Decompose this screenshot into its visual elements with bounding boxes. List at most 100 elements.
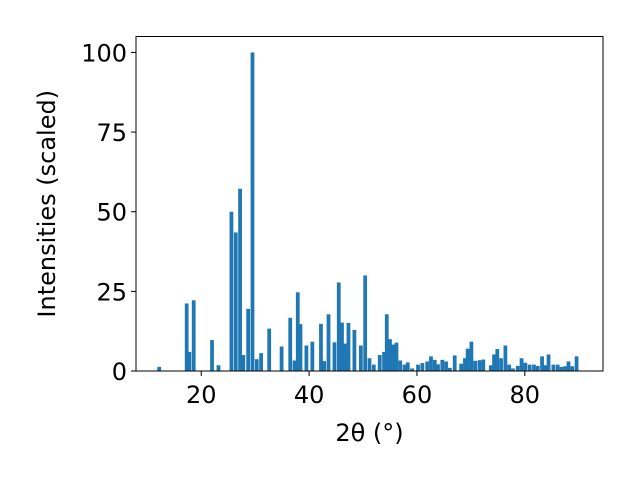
bar [319,323,323,371]
bar [358,345,363,371]
bar [570,366,575,371]
bar [388,339,392,371]
bar [440,359,445,371]
bar [332,342,337,371]
bar [322,361,327,371]
bar [410,368,414,371]
bar [416,364,420,371]
y-tick-label: 25 [96,278,127,306]
bar [503,345,508,371]
bar [352,329,357,371]
bar [559,366,564,371]
bar [515,365,520,371]
bar [184,303,189,371]
bar [543,365,548,371]
bar [563,366,568,371]
bar [463,358,467,371]
bar [398,360,403,371]
bar [432,359,437,371]
bar [267,328,272,371]
bar [259,353,263,371]
bar [436,364,440,371]
bar [298,324,303,371]
bar [555,364,560,371]
bar [304,345,309,371]
bar [420,363,425,371]
bar [288,317,293,371]
bar [382,351,386,371]
bar [481,359,486,371]
bar [279,346,284,371]
bar [391,344,396,371]
bar [519,358,524,371]
y-tick-label: 0 [112,358,127,386]
bar [216,365,221,371]
bar [540,356,544,371]
bar [492,354,496,371]
bar [340,322,344,371]
bar [488,365,493,371]
bar [394,342,399,371]
bar [229,211,234,371]
bar [551,364,556,371]
bar [238,188,242,371]
y-ticks-layer: 0 25 50 75 100 [81,39,136,386]
bar [377,355,382,371]
bar [523,362,528,371]
bar [241,355,246,371]
bar [535,365,540,371]
bar [343,343,348,371]
bar [546,354,551,371]
bar [292,360,297,371]
bar [532,364,536,371]
bar [477,360,482,371]
bar [363,275,368,371]
bar [191,300,196,371]
bar [527,364,532,371]
bar [511,368,515,371]
bar [157,366,162,371]
bar [187,351,192,371]
bar [336,282,341,371]
y-tick-label: 50 [96,199,127,227]
x-tick-label: 60 [402,381,433,409]
bar [465,348,470,371]
bar [444,361,448,371]
bar [574,356,579,371]
x-ticks-layer: 20 40 60 80 [186,371,540,409]
bar [566,361,571,371]
y-axis-title: Intensities (scaled) [33,90,61,318]
bars-layer [157,52,579,372]
bar [346,322,351,371]
bar [405,362,410,371]
plot-frame [135,36,604,372]
bar [507,364,512,371]
bar [250,52,255,372]
bar [499,358,503,371]
bar [473,360,478,371]
x-tick-label: 20 [186,381,217,409]
x-tick-label: 40 [294,381,325,409]
bar [210,340,214,371]
bar [246,308,251,371]
bar [371,364,376,371]
bar [367,358,372,371]
bar [295,292,300,371]
bar [459,363,464,371]
x-axis-title: 2θ (°) [335,419,403,447]
bar [429,356,433,371]
y-tick-label: 75 [96,119,127,147]
y-tick-label: 100 [81,39,127,67]
bar [447,367,452,371]
bar [310,341,315,371]
bar [384,314,389,371]
bar [495,349,500,371]
bar [402,364,407,371]
bar [254,359,259,371]
x-tick-label: 80 [510,381,541,409]
bar [469,341,474,371]
bar [233,232,238,371]
bar [326,314,331,371]
